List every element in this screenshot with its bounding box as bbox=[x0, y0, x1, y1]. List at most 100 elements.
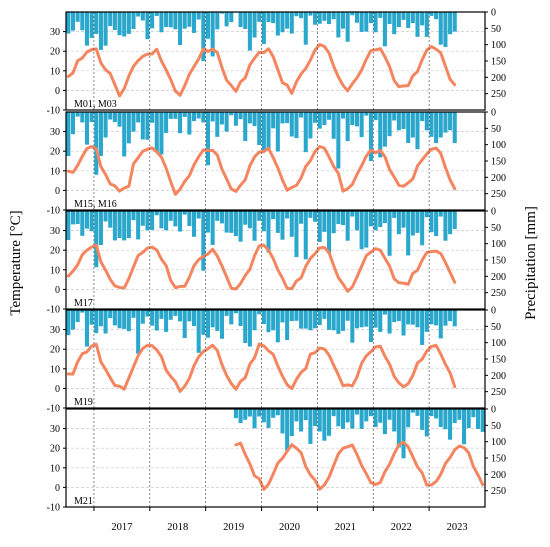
precipitation-bar bbox=[131, 112, 136, 132]
precipitation-bar bbox=[396, 409, 401, 448]
precipitation-bar bbox=[299, 112, 304, 118]
precipitation-bar bbox=[401, 112, 406, 129]
precipitation-tick-label: 250 bbox=[491, 486, 506, 497]
precipitation-bar bbox=[94, 112, 99, 175]
precipitation-bar bbox=[201, 310, 206, 335]
precipitation-bar bbox=[322, 211, 327, 232]
precipitation-bar bbox=[117, 310, 122, 329]
precipitation-bar bbox=[373, 310, 378, 328]
precipitation-bar bbox=[173, 310, 178, 316]
precipitation-bar bbox=[406, 409, 411, 428]
temperature-tick-label: 30 bbox=[50, 27, 60, 38]
x-year-label: 2022 bbox=[391, 522, 412, 533]
precipitation-bar bbox=[410, 211, 415, 236]
precipitation-bar bbox=[364, 409, 369, 422]
precipitation-tick-label: 250 bbox=[491, 89, 506, 100]
precipitation-bar bbox=[415, 112, 420, 150]
precipitation-bar bbox=[266, 310, 271, 333]
precipitation-bar bbox=[178, 112, 183, 134]
precipitation-bar bbox=[178, 12, 183, 45]
precipitation-bar bbox=[373, 12, 378, 33]
precipitation-bar bbox=[196, 12, 201, 20]
precipitation-bar bbox=[308, 112, 313, 139]
precipitation-bar bbox=[112, 310, 117, 326]
precipitation-bar bbox=[392, 112, 397, 121]
precipitation-bar bbox=[354, 409, 359, 415]
precipitation-bar bbox=[66, 112, 71, 157]
precipitation-bar bbox=[89, 211, 94, 232]
precipitation-bar bbox=[448, 211, 453, 235]
precipitation-bar bbox=[192, 112, 197, 122]
precipitation-bar bbox=[313, 211, 318, 222]
precipitation-bar bbox=[261, 12, 266, 45]
precipitation-bar bbox=[131, 310, 136, 318]
precipitation-bar bbox=[243, 112, 248, 142]
precipitation-bar bbox=[415, 409, 420, 416]
temperature-tick-label: 0 bbox=[55, 384, 60, 395]
precipitation-bar bbox=[285, 310, 290, 341]
precipitation-tick-label: 0 bbox=[491, 8, 496, 19]
precipitation-bar bbox=[420, 409, 425, 430]
precipitation-bar bbox=[70, 310, 76, 330]
temperature-line bbox=[66, 243, 457, 293]
precipitation-bar bbox=[66, 12, 71, 34]
precipitation-bar bbox=[164, 12, 169, 28]
precipitation-bar bbox=[117, 12, 122, 36]
precipitation-bar bbox=[434, 12, 439, 20]
precipitation-bar bbox=[354, 112, 359, 127]
precipitation-bar bbox=[84, 310, 89, 347]
precipitation-bar bbox=[252, 310, 257, 331]
precipitation-bar bbox=[280, 409, 285, 434]
precipitation-bar bbox=[224, 112, 229, 132]
precipitation-bar bbox=[452, 211, 457, 229]
precipitation-bar bbox=[410, 112, 415, 138]
precipitation-bar bbox=[317, 409, 322, 432]
precipitation-bar bbox=[382, 12, 387, 47]
precipitation-bar bbox=[229, 211, 234, 233]
precipitation-bar bbox=[229, 310, 234, 325]
precipitation-bar bbox=[336, 409, 341, 427]
precipitation-bar bbox=[89, 12, 94, 38]
precipitation-bar bbox=[299, 211, 304, 224]
precipitation-bar bbox=[350, 12, 355, 16]
precipitation-bar bbox=[252, 12, 257, 38]
precipitation-bar bbox=[354, 12, 359, 23]
precipitation-bar bbox=[280, 211, 285, 240]
precipitation-bar bbox=[98, 211, 103, 245]
precipitation-bar bbox=[448, 112, 453, 131]
precipitation-bar bbox=[94, 310, 99, 334]
precipitation-bar bbox=[75, 211, 80, 225]
precipitation-bar bbox=[359, 310, 364, 328]
precipitation-bar bbox=[406, 112, 411, 144]
precipitation-bar bbox=[285, 409, 290, 451]
precipitation-bar bbox=[126, 112, 131, 144]
precipitation-bar bbox=[387, 310, 392, 334]
precipitation-bar bbox=[112, 112, 117, 123]
precipitation-bar bbox=[331, 112, 336, 139]
precipitation-bar bbox=[233, 409, 238, 419]
precipitation-bar bbox=[378, 409, 383, 423]
precipitation-bar bbox=[94, 211, 99, 268]
precipitation-bar bbox=[229, 12, 234, 23]
precipitation-bar bbox=[317, 211, 322, 243]
precipitation-bar bbox=[168, 112, 173, 119]
precipitation-bar bbox=[192, 310, 197, 327]
precipitation-bar bbox=[443, 310, 448, 326]
precipitation-bar bbox=[285, 112, 290, 124]
precipitation-bar bbox=[345, 112, 350, 142]
precipitation-bar bbox=[350, 310, 355, 343]
precipitation-tick-label: 100 bbox=[491, 437, 506, 448]
precipitation-bar bbox=[257, 112, 262, 145]
precipitation-bar bbox=[219, 112, 224, 125]
precipitation-bar bbox=[75, 310, 80, 323]
temperature-tick-label: -10 bbox=[47, 503, 60, 514]
precipitation-bar bbox=[392, 409, 397, 432]
precipitation-bar bbox=[210, 12, 215, 57]
precipitation-bar bbox=[429, 112, 434, 137]
precipitation-bar bbox=[382, 211, 387, 224]
precipitation-bar bbox=[154, 211, 159, 216]
precipitation-tick-label: 250 bbox=[491, 288, 506, 299]
temperature-tick-label: 10 bbox=[50, 166, 60, 177]
precipitation-bar bbox=[271, 12, 276, 24]
temperature-tick-label: 10 bbox=[50, 66, 60, 77]
